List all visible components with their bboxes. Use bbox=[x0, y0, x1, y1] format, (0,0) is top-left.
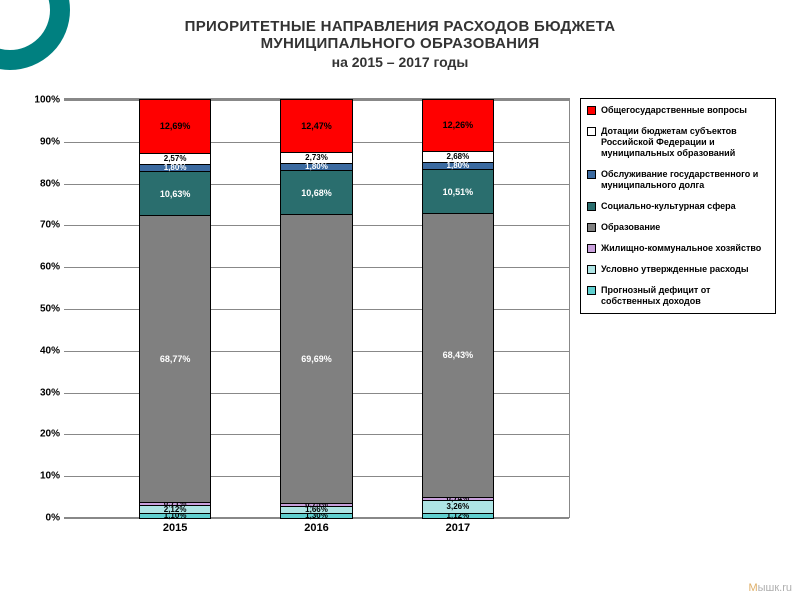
segment-debt_service: 1,80% bbox=[423, 162, 494, 169]
y-tick-label: 40% bbox=[40, 345, 64, 356]
bar-2015: 1,10%2,12%0,71%68,77%10,63%1,80%2,57%12,… bbox=[140, 100, 211, 518]
legend-swatch bbox=[587, 244, 596, 253]
watermark-prefix: М bbox=[748, 582, 757, 594]
segment-value-label: 2,68% bbox=[447, 153, 470, 161]
segment-value-label: 69,69% bbox=[301, 354, 332, 364]
segment-value-label: 1,80% bbox=[164, 164, 187, 172]
segment-social: 10,51% bbox=[423, 169, 494, 213]
segment-housing: 0,74% bbox=[423, 497, 494, 500]
y-tick-label: 60% bbox=[40, 262, 64, 273]
segment-education: 68,77% bbox=[140, 215, 211, 501]
legend-item-deficit: Прогнозный дефицит от собственных доходо… bbox=[587, 285, 769, 307]
legend-item-housing: Жилищно-коммунальное хозяйство bbox=[587, 243, 769, 254]
legend-item-conditional: Условно утвержденные расходы bbox=[587, 264, 769, 275]
legend-item-education: Образование bbox=[587, 222, 769, 233]
segment-education: 69,69% bbox=[281, 214, 352, 502]
y-tick-label: 20% bbox=[40, 429, 64, 440]
segment-value-label: 12,47% bbox=[301, 121, 332, 131]
watermark-suffix: ышк.ru bbox=[758, 582, 792, 594]
legend-label: Жилищно-коммунальное хозяйство bbox=[601, 243, 761, 254]
segment-debt_service: 1,80% bbox=[281, 163, 352, 170]
y-tick-label: 30% bbox=[40, 387, 64, 398]
bar-2016: 1,30%1,66%0,75%69,69%10,68%1,80%2,73%12,… bbox=[281, 100, 352, 518]
watermark: Мышк.ru bbox=[748, 582, 792, 594]
segment-value-label: 10,68% bbox=[301, 188, 332, 198]
bar-2017: 1,12%3,26%0,74%68,43%10,51%1,80%2,68%12,… bbox=[423, 100, 494, 518]
legend-label: Условно утвержденные расходы bbox=[601, 264, 749, 275]
legend-swatch bbox=[587, 106, 596, 115]
y-tick-label: 70% bbox=[40, 220, 64, 231]
segment-general_gov: 12,47% bbox=[281, 100, 352, 152]
segment-value-label: 2,57% bbox=[164, 155, 187, 163]
segment-dotations: 2,73% bbox=[281, 152, 352, 163]
chart-container: 0%10%20%30%40%50%60%70%80%90%100%1,10%2,… bbox=[22, 92, 778, 562]
x-tick-label: 2016 bbox=[304, 518, 328, 534]
title-line-2: МУНИЦИПАЛЬНОГО ОБРАЗОВАНИЯ bbox=[0, 35, 800, 52]
x-tick-label: 2017 bbox=[446, 518, 470, 534]
segment-housing: 0,75% bbox=[281, 503, 352, 506]
segment-social: 10,68% bbox=[281, 170, 352, 214]
segment-value-label: 1,80% bbox=[305, 163, 328, 171]
legend-swatch bbox=[587, 170, 596, 179]
legend-label: Прогнозный дефицит от собственных доходо… bbox=[601, 285, 769, 307]
segment-value-label: 12,69% bbox=[160, 121, 191, 131]
segment-debt_service: 1,80% bbox=[140, 164, 211, 171]
y-tick-label: 50% bbox=[40, 304, 64, 315]
legend-swatch bbox=[587, 265, 596, 274]
plot-area: 0%10%20%30%40%50%60%70%80%90%100%1,10%2,… bbox=[64, 98, 570, 518]
legend-swatch bbox=[587, 127, 596, 136]
segment-dotations: 2,68% bbox=[423, 151, 494, 162]
legend-label: Общегосударственные вопросы bbox=[601, 105, 747, 116]
legend-label: Обслуживание государственного и муниципа… bbox=[601, 169, 769, 191]
legend-swatch bbox=[587, 223, 596, 232]
x-tick-label: 2015 bbox=[163, 518, 187, 534]
y-tick-label: 0% bbox=[46, 513, 64, 524]
segment-value-label: 68,43% bbox=[443, 350, 474, 360]
slide-title: ПРИОРИТЕТНЫЕ НАПРАВЛЕНИЯ РАСХОДОВ БЮДЖЕТ… bbox=[0, 0, 800, 74]
legend-item-general_gov: Общегосударственные вопросы bbox=[587, 105, 769, 116]
segment-housing: 0,71% bbox=[140, 502, 211, 505]
legend-label: Социально-культурная сфера bbox=[601, 201, 736, 212]
legend-swatch bbox=[587, 202, 596, 211]
segment-value-label: 12,26% bbox=[443, 120, 474, 130]
segment-value-label: 10,51% bbox=[443, 187, 474, 197]
y-tick-label: 10% bbox=[40, 471, 64, 482]
segment-general_gov: 12,69% bbox=[140, 100, 211, 153]
legend-swatch bbox=[587, 286, 596, 295]
legend-label: Образование bbox=[601, 222, 660, 233]
legend-label: Дотации бюджетам субъектов Российской Фе… bbox=[601, 126, 769, 159]
y-tick-label: 80% bbox=[40, 178, 64, 189]
segment-value-label: 2,73% bbox=[305, 154, 328, 162]
segment-value-label: 68,77% bbox=[160, 354, 191, 364]
legend-item-social: Социально-культурная сфера bbox=[587, 201, 769, 212]
legend-item-debt_service: Обслуживание государственного и муниципа… bbox=[587, 169, 769, 191]
legend-item-dotations: Дотации бюджетам субъектов Российской Фе… bbox=[587, 126, 769, 159]
segment-general_gov: 12,26% bbox=[423, 100, 494, 151]
segment-value-label: 1,80% bbox=[447, 162, 470, 170]
segment-social: 10,63% bbox=[140, 171, 211, 215]
title-line-1: ПРИОРИТЕТНЫЕ НАПРАВЛЕНИЯ РАСХОДОВ БЮДЖЕТ… bbox=[0, 18, 800, 35]
segment-education: 68,43% bbox=[423, 213, 494, 497]
y-tick-label: 90% bbox=[40, 136, 64, 147]
title-line-3: на 2015 – 2017 годы bbox=[0, 54, 800, 70]
segment-value-label: 10,63% bbox=[160, 189, 191, 199]
segment-dotations: 2,57% bbox=[140, 153, 211, 164]
legend: Общегосударственные вопросы Дотации бюдже… bbox=[580, 98, 776, 314]
segment-value-label: 3,26% bbox=[447, 503, 470, 511]
y-tick-label: 100% bbox=[34, 95, 64, 106]
